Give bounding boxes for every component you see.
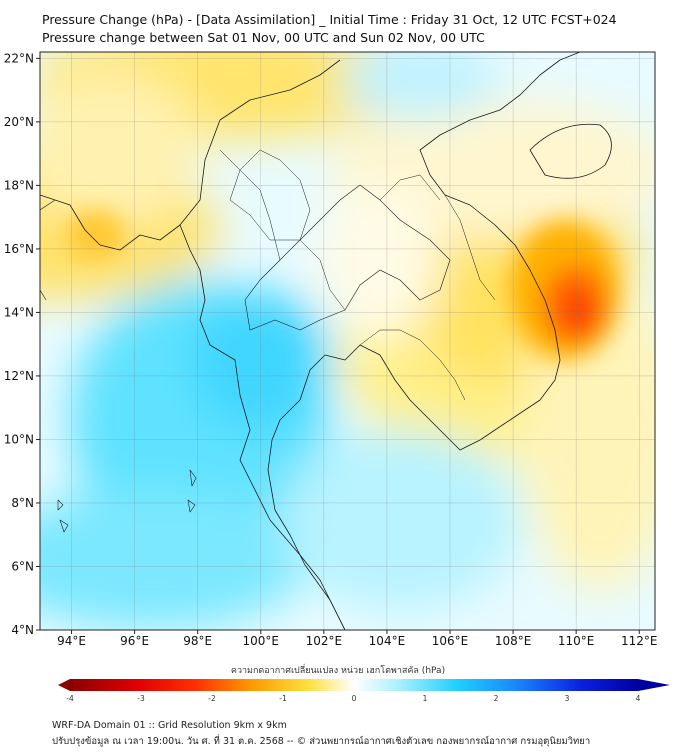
lon-tick-label: 96°E (120, 634, 149, 648)
lon-tick-label: 98°E (183, 634, 212, 648)
lon-tick-label: 108°E (495, 634, 532, 648)
colorbar-tick-label: 1 (423, 694, 428, 703)
lat-tick-label: 20°N (4, 115, 34, 129)
lat-tick-label: 10°N (4, 432, 34, 446)
colorbar-tick-label: -1 (279, 694, 287, 703)
lon-tick-label: 104°E (369, 634, 406, 648)
lat-tick-label: 12°N (4, 369, 34, 383)
colorbar-max-arrow (638, 679, 670, 691)
colorbar-tick-label: -2 (208, 694, 216, 703)
lon-tick-label: 112°E (621, 634, 658, 648)
pressure-field (40, 52, 655, 630)
colorbar: -4 -3 -2 -1 0 1 2 3 4 (58, 679, 670, 703)
colorbar-tick-label: 2 (494, 694, 499, 703)
colorbar-tick-label: 0 (352, 694, 357, 703)
colorbar-label: ความกดอากาศเปลี่ยนแปลง หน่วย เฮกโตพาสคัล… (230, 666, 446, 676)
lat-tick-label: 22°N (4, 51, 34, 65)
lat-axis: 4°N 6°N 8°N 10°N 12°N 14°N 16°N 18°N 20°N 22°N (4, 51, 40, 637)
lat-tick-label: 4°N (11, 623, 34, 637)
lat-tick-label: 18°N (4, 178, 34, 192)
lat-tick-label: 16°N (4, 242, 34, 256)
lon-axis: 94°E 96°E 98°E 100°E 102°E 104°E 106°E 108°E 110… (57, 630, 657, 648)
footer-model-info: WRF-DA Domain 01 :: Grid Resolution 9km … (52, 720, 287, 731)
colorbar-tick-label: 4 (636, 694, 641, 703)
colorbar-tick-label: -4 (66, 694, 74, 703)
lon-tick-label: 106°E (432, 634, 469, 648)
lon-tick-label: 102°E (306, 634, 343, 648)
coastline (40, 52, 612, 630)
lat-tick-label: 8°N (11, 496, 34, 510)
colorbar-tick-label: -3 (137, 694, 145, 703)
lon-tick-label: 110°E (558, 634, 595, 648)
colorbar-min-arrow (58, 679, 70, 691)
lon-tick-label: 100°E (243, 634, 280, 648)
chart-subtitle: Pressure change between Sat 01 Nov, 00 U… (42, 30, 485, 45)
colorbar-gradient (70, 679, 638, 691)
lat-tick-label: 6°N (11, 559, 34, 573)
footer-update-info: ปรับปรุงข้อมูล ณ เวลา 19:00น. วัน ศ. ที่… (52, 736, 591, 747)
colorbar-tick-label: 3 (565, 694, 570, 703)
map-frame (39, 51, 656, 631)
lon-tick-label: 94°E (57, 634, 86, 648)
lat-tick-label: 14°N (4, 305, 34, 319)
chart-title: Pressure Change (hPa) - [Data Assimilati… (42, 12, 617, 27)
